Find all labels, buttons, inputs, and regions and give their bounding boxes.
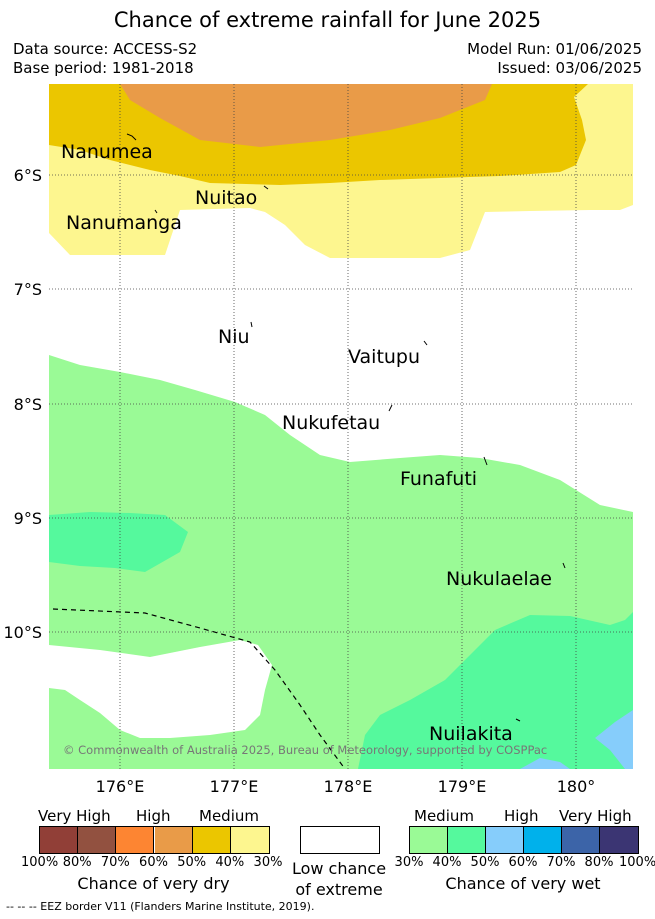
wet-colorbar [409, 826, 639, 854]
place-label-nukulaelae: Nukulaelae [446, 568, 552, 590]
issued-date: Issued: 03/06/2025 [497, 59, 642, 77]
dry-pct-label: 50% [177, 855, 207, 870]
dry-swatch [154, 827, 193, 853]
wet-swatch [486, 827, 524, 853]
dry-50-60-region [120, 84, 492, 147]
place-label-nuitao: Nuitao [195, 187, 257, 209]
data-source: Data source: ACCESS-S2 [13, 40, 198, 58]
dry-swatch [230, 827, 269, 853]
low-chance-swatch [300, 826, 380, 854]
base-period: Base period: 1981-2018 [13, 59, 194, 77]
wet-caption: Chance of very wet [445, 874, 601, 893]
dry-swatch [192, 827, 231, 853]
lat-label: 9°S [14, 509, 42, 528]
dry-header-very-high: Very High [38, 807, 111, 825]
map-copyright: © Commonwealth of Australia 2025, Bureau… [63, 743, 547, 757]
lat-label: 8°S [14, 395, 42, 414]
place-label-nukufetau: Nukufetau [282, 412, 380, 434]
dry-swatch [40, 827, 79, 853]
wet-pct-label: 50% [470, 855, 500, 870]
dry-pct-label: 60% [139, 855, 168, 870]
wet-swatch [562, 827, 600, 853]
dry-caption: Chance of very dry [77, 874, 230, 893]
lon-label: 179°E [438, 777, 487, 796]
lat-label: 10°S [3, 623, 42, 642]
wet-swatch [410, 827, 448, 853]
island-marks [126, 133, 566, 722]
wet-swatch [448, 827, 486, 853]
map-title: Chance of extreme rainfall for June 2025 [113, 8, 542, 32]
wet-header-high: High [504, 807, 539, 825]
dry-swatch [78, 827, 117, 853]
lon-label: 180° [557, 777, 596, 796]
dry-pct-label: 80% [62, 855, 92, 870]
lon-label: 176°E [96, 777, 145, 796]
low-chance-caption-1: Low chance [291, 859, 387, 878]
place-label-funafuti: Funafuti [400, 468, 477, 490]
lon-label: 177°E [210, 777, 259, 796]
wet-50-60-region [595, 710, 633, 769]
place-label-vaitupu: Vaitupu [348, 346, 420, 368]
graticule [49, 84, 633, 769]
dry-pct-label: 30% [253, 855, 283, 870]
dry-pct-label: 70% [100, 855, 130, 870]
place-label-niu: Niu [218, 326, 250, 348]
dry-pct-label: 100% [21, 855, 59, 870]
place-label-nanumanga: Nanumanga [66, 212, 182, 234]
low-chance-caption-2: of extreme [295, 880, 383, 899]
lon-label: 178°E [324, 777, 373, 796]
place-label-nanumea: Nanumea [61, 141, 153, 163]
eez-footnote: -- -- -- EEZ border V11 (Flanders Marine… [6, 900, 315, 913]
low-chance-region [49, 640, 272, 738]
dry-header-high: High [136, 807, 171, 825]
wet-pct-label: 70% [546, 855, 576, 870]
dry-header-medium: Medium [199, 807, 259, 825]
lat-label: 7°S [14, 280, 42, 299]
dry-swatch [116, 827, 155, 853]
wet-swatch [600, 827, 638, 853]
wet-pct-label: 30% [394, 855, 424, 870]
wet-header-very-high: Very High [559, 807, 632, 825]
wet-40-50-region-west [49, 512, 188, 572]
wet-header-medium: Medium [414, 807, 474, 825]
wet-pct-label: 60% [508, 855, 538, 870]
dry-pct-label: 40% [215, 855, 245, 870]
place-label-nuilakita: Nuilakita [429, 723, 513, 745]
wet-pct-label: 80% [584, 855, 614, 870]
wet-pct-label: 100% [619, 855, 655, 870]
dry-colorbar [39, 826, 270, 854]
wet-pct-label: 40% [432, 855, 462, 870]
wet-swatch [524, 827, 562, 853]
wet-40-50-region-east [358, 612, 633, 769]
map-area [49, 84, 633, 769]
lat-label: 6°S [14, 166, 42, 185]
eez-border [52, 608, 346, 769]
model-run: Model Run: 01/06/2025 [467, 40, 642, 58]
